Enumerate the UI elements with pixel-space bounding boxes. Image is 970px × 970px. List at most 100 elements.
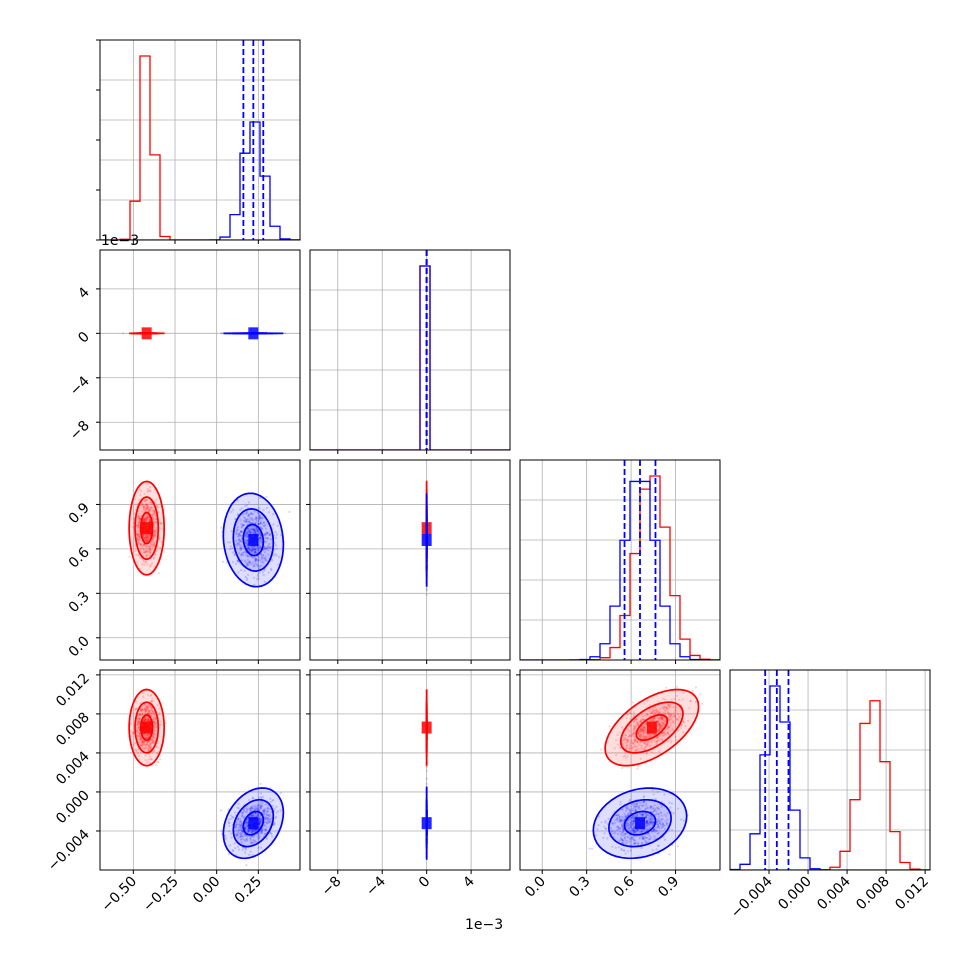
sample-point [234, 518, 237, 521]
sample-point [227, 808, 230, 811]
sample-point [251, 814, 254, 817]
sample-point [147, 717, 150, 721]
sample-point [236, 542, 239, 546]
sample-point [140, 543, 143, 547]
sample-point [150, 502, 153, 505]
sample-point [154, 517, 157, 521]
sample-point [152, 720, 156, 723]
sample-point [250, 815, 253, 818]
sample-point [154, 718, 157, 721]
sample-point [269, 818, 272, 821]
sample-point [258, 532, 262, 535]
sample-point [240, 553, 243, 556]
sample-point [265, 559, 268, 562]
sample-point [143, 517, 146, 520]
sample-point [140, 708, 143, 711]
sample-point [137, 528, 140, 531]
sample-point [139, 737, 142, 740]
sample-point [254, 551, 257, 554]
sample-point [231, 849, 235, 853]
sample-point [137, 721, 140, 724]
sample-point [136, 515, 140, 518]
sample-point [154, 531, 158, 534]
sample-point [146, 536, 149, 539]
sample-point [146, 712, 149, 715]
sample-point [144, 758, 147, 762]
sample-point [139, 515, 142, 518]
sample-point [145, 736, 148, 740]
sample-point [136, 533, 139, 537]
sample-point [150, 742, 153, 745]
sample-point [225, 561, 228, 564]
sample-point [229, 844, 232, 847]
sample-point [152, 514, 155, 517]
sample-point [144, 551, 147, 554]
sample-point [221, 332, 224, 335]
sample-point [156, 746, 159, 749]
sample-point [253, 545, 256, 548]
sample-point [233, 553, 236, 557]
sample-point [259, 545, 262, 549]
sample-point [238, 825, 241, 829]
sample-point [242, 520, 245, 523]
sample-point [130, 735, 133, 738]
corner-panels: −8−4040.00.30.60.9−0.0040.0000.0040.0080… [45, 39, 932, 921]
sample-point [152, 716, 155, 719]
sample-point [139, 713, 142, 716]
sample-point [269, 818, 272, 821]
sample-point [137, 524, 140, 527]
sample-point [150, 699, 153, 703]
sample-point [240, 559, 243, 562]
sample-point [259, 539, 262, 542]
sample-point [252, 807, 255, 811]
sample-point [275, 547, 278, 550]
sample-point [144, 709, 147, 713]
sample-point [267, 553, 270, 556]
sample-point [147, 733, 150, 736]
panel-marks [127, 687, 285, 867]
sample-point [137, 726, 140, 729]
histogram-series-1 [310, 265, 510, 450]
sample-point [252, 565, 255, 568]
sample-point [150, 758, 153, 761]
sample-point [255, 520, 258, 523]
sample-point [240, 834, 243, 837]
sample-point [138, 521, 141, 524]
sample-point [149, 549, 152, 552]
sample-point [265, 813, 268, 817]
sample-point [252, 530, 255, 533]
sample-point [237, 533, 240, 536]
sample-point [257, 559, 260, 562]
sample-point [149, 712, 152, 715]
sample-point [149, 745, 152, 748]
sample-point [139, 536, 142, 539]
sample-point [146, 693, 149, 696]
sample-point [152, 732, 155, 735]
sample-point [242, 551, 245, 554]
sample-point [147, 758, 150, 761]
sample-point [248, 529, 251, 532]
sample-point [244, 848, 248, 852]
sample-point [142, 535, 145, 538]
sample-point [239, 817, 242, 821]
sample-point [147, 717, 150, 720]
sample-point [142, 508, 145, 511]
sample-point [160, 522, 163, 526]
sample-point [132, 731, 135, 734]
sample-point [149, 694, 152, 697]
sample-point [248, 520, 251, 523]
sample-point [259, 539, 262, 543]
sample-point [146, 735, 149, 738]
sample-point [262, 521, 266, 524]
sample-point [254, 548, 257, 551]
sample-point [157, 760, 160, 764]
sample-point [139, 735, 142, 738]
sample-point [257, 815, 260, 818]
sample-point [150, 701, 153, 704]
sample-point [145, 743, 148, 747]
sample-point [137, 516, 140, 519]
axes-frame [99, 249, 301, 451]
sample-point [142, 505, 145, 508]
sample-point [425, 587, 428, 591]
sample-point [240, 554, 243, 557]
